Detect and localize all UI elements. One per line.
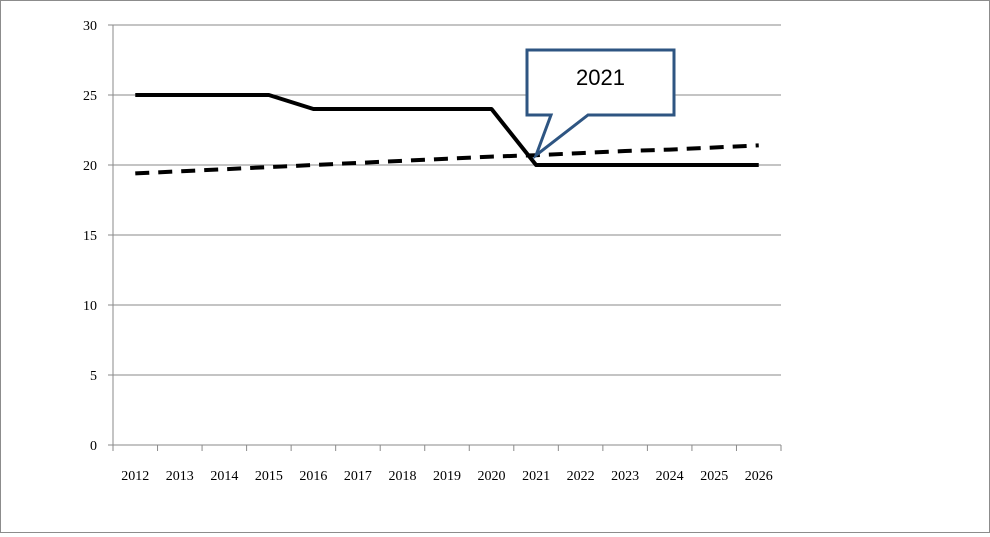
y-tick-label: 20 [83,159,97,174]
x-tick-label: 2014 [210,469,238,484]
x-tick-label: 2017 [344,469,372,484]
x-tick-label: 2019 [433,469,461,484]
x-tick-label: 2018 [388,469,416,484]
x-tick-label: 2015 [255,469,283,484]
series-line-solid [135,93,759,167]
x-tick-label: 2012 [121,469,149,484]
x-tick-label: 2023 [611,469,639,484]
callout-box [525,48,676,160]
x-tick-label: 2026 [745,469,773,484]
series-lines [135,93,759,176]
x-tick-label: 2013 [166,469,194,484]
annotation-callout: 2021 [525,48,676,160]
axes [108,24,782,451]
callout-label: 2021 [576,65,625,90]
x-tick-label: 2020 [478,469,506,484]
x-tick-labels: 2012 2013 2014 2015 2016 2017 2018 2019 2020 2021… [121,469,772,484]
y-tick-label: 15 [83,229,97,244]
y-tick-label: 25 [83,89,97,104]
x-tick-label: 2024 [656,469,684,484]
y-tick-label: 0 [90,439,97,454]
x-tick-label: 2025 [700,469,728,484]
x-tick-label: 2016 [299,469,327,484]
y-tick-label: 30 [83,19,97,34]
y-tick-labels: 0 5 10 15 20 25 30 [83,19,97,454]
series-line-dashed [135,143,759,176]
gridlines [113,24,781,376]
x-tick-label: 2021 [522,469,550,484]
x-tick-label: 2022 [567,469,595,484]
y-tick-label: 10 [83,299,97,314]
y-tick-label: 5 [90,369,97,384]
